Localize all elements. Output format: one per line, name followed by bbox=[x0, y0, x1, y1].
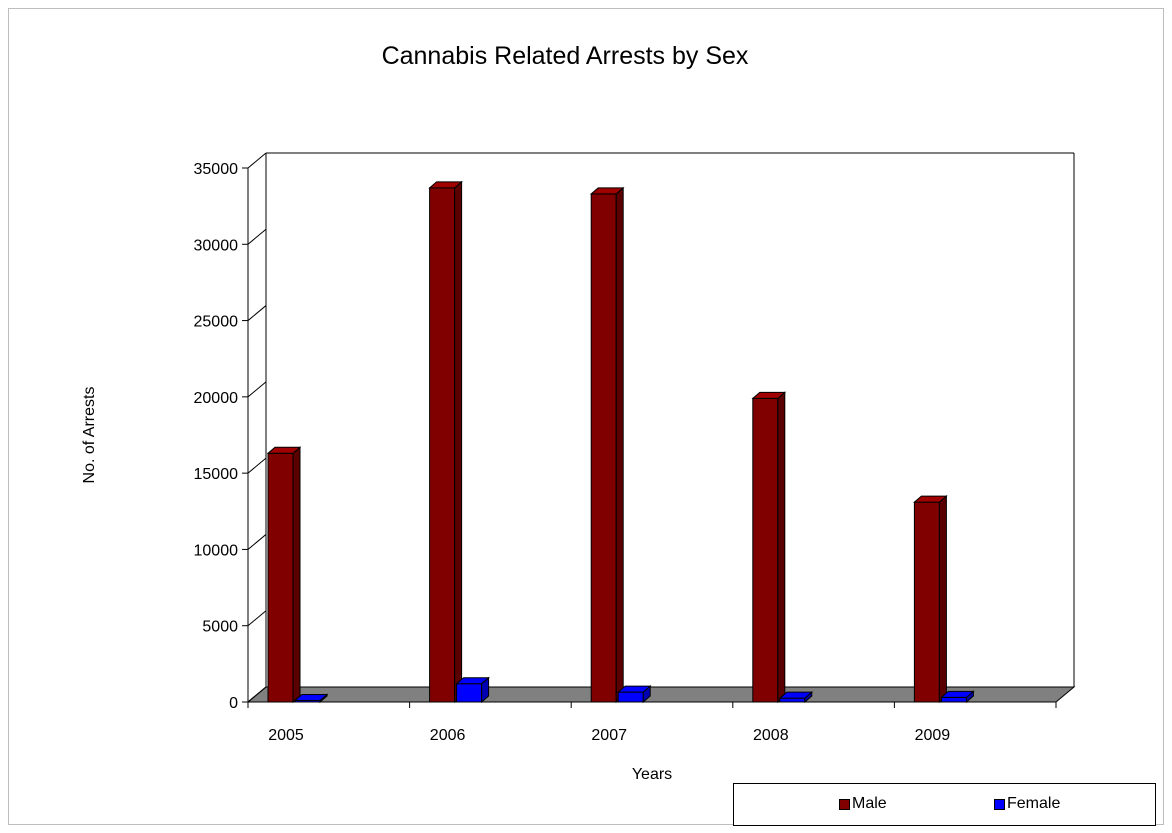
bar-female-2006-top bbox=[455, 677, 490, 685]
bar-female-2007-top bbox=[616, 685, 652, 693]
legend-swatch-male bbox=[839, 798, 850, 810]
bar-female-2009-top bbox=[940, 690, 975, 698]
bar-male-2007 bbox=[590, 193, 617, 703]
y-tick-depth-35000 bbox=[247, 152, 267, 169]
bar-female-2007 bbox=[617, 691, 644, 703]
bar-male-2006-side bbox=[454, 180, 463, 704]
y-tick-depth-0 bbox=[247, 686, 267, 703]
bar-male-2009-top bbox=[913, 495, 948, 503]
bar-male-2009-side bbox=[938, 495, 947, 704]
bar-male-2005 bbox=[267, 452, 294, 703]
x-axis-title: Years bbox=[631, 766, 673, 783]
chart-title: Cannabis Related Arrests by Sex bbox=[381, 42, 749, 70]
x-tick-label-2005: 2005 bbox=[268, 727, 304, 744]
legend-item-female: Female bbox=[994, 795, 1060, 813]
bar-male-2005-side bbox=[292, 446, 301, 704]
y-tick-depth-20000 bbox=[247, 381, 267, 398]
x-tick-label-2007: 2007 bbox=[591, 727, 627, 744]
bar-female-2006 bbox=[456, 683, 483, 703]
bar-female-2008-top bbox=[778, 691, 814, 699]
bar-male-2007-top bbox=[589, 187, 625, 195]
bar-male-2008-side bbox=[777, 391, 786, 704]
bar-male-2008-top bbox=[751, 391, 787, 399]
bar-male-2007-side bbox=[615, 186, 624, 704]
bar-male-2008 bbox=[752, 397, 779, 703]
y-tick-depth-15000 bbox=[247, 457, 267, 474]
x-tick-label-2009: 2009 bbox=[915, 727, 951, 744]
y-tick-depth-25000 bbox=[247, 305, 267, 321]
y-tick-depth-30000 bbox=[247, 228, 267, 245]
legend: Male Female bbox=[733, 783, 1156, 826]
y-tick-label-35000: 35000 bbox=[194, 161, 239, 178]
y-tick-depth-5000 bbox=[247, 610, 267, 627]
y-tick-label-30000: 30000 bbox=[194, 237, 239, 254]
legend-swatch-female bbox=[994, 798, 1005, 810]
bar-male-2006-top bbox=[428, 181, 463, 189]
y-tick-label-0: 0 bbox=[229, 695, 238, 712]
x-tick-label-2008: 2008 bbox=[753, 727, 789, 744]
bar-male-2005-top bbox=[266, 446, 302, 454]
y-tick-label-15000: 15000 bbox=[194, 466, 239, 483]
bar-female-2005-top bbox=[293, 693, 329, 701]
y-tick-label-20000: 20000 bbox=[194, 390, 239, 407]
y-tick-depth-10000 bbox=[247, 534, 267, 550]
bar-male-2009 bbox=[913, 501, 940, 703]
legend-label-female: Female bbox=[1007, 795, 1061, 812]
x-tick-label-2006: 2006 bbox=[430, 727, 466, 744]
legend-item-male: Male bbox=[839, 795, 887, 813]
y-tick-label-5000: 5000 bbox=[202, 619, 238, 636]
bar-female-2008 bbox=[779, 697, 806, 703]
legend-label-male: Male bbox=[852, 795, 887, 812]
bar-female-2009 bbox=[940, 696, 967, 703]
y-tick-label-10000: 10000 bbox=[194, 542, 239, 559]
bar-male-2006 bbox=[429, 187, 456, 703]
y-tick-label-25000: 25000 bbox=[194, 314, 239, 331]
